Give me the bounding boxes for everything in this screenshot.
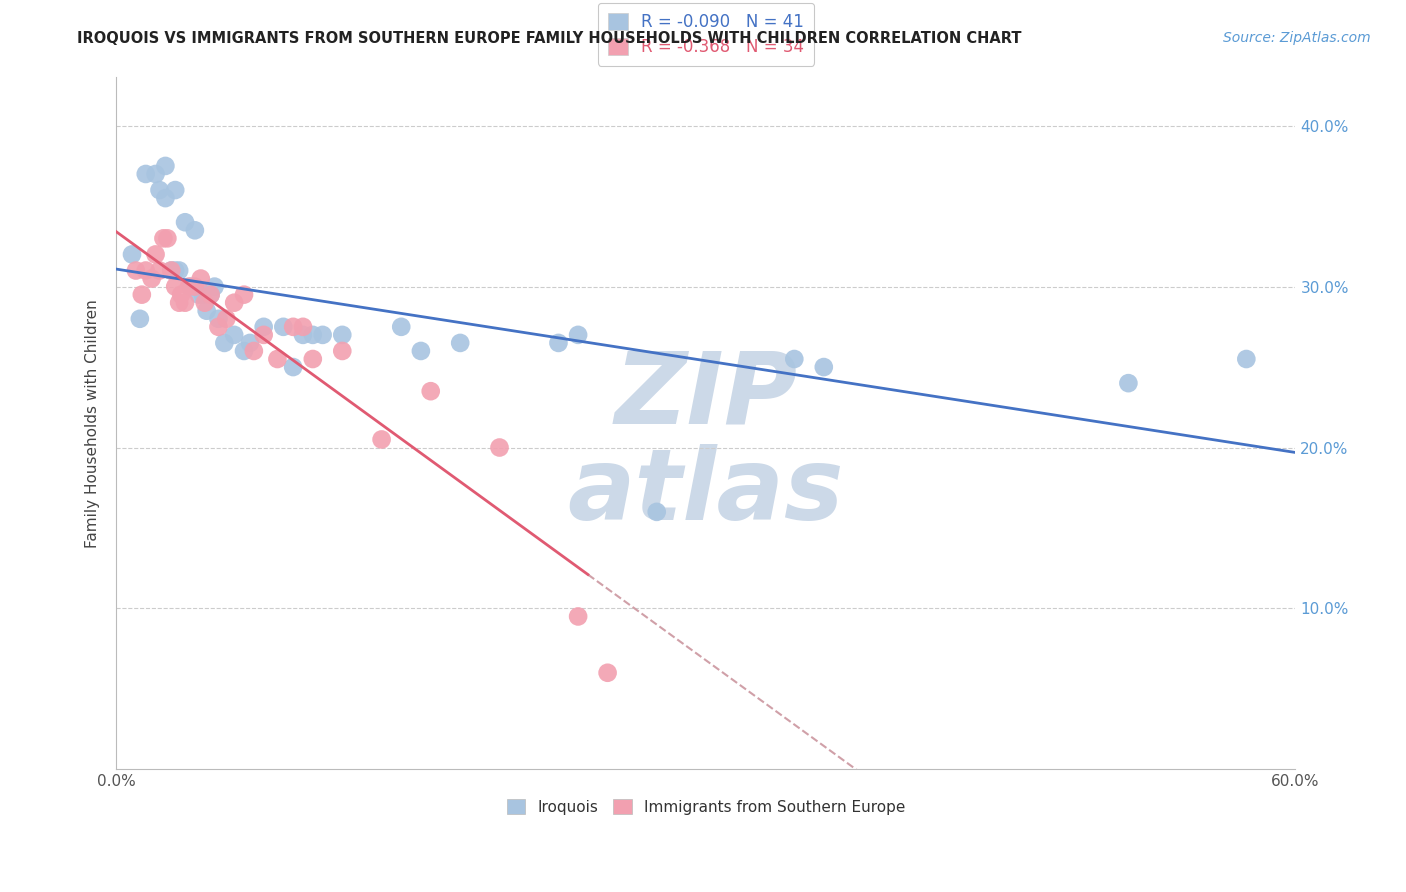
Point	[281, 359, 304, 374]
Legend: Iroquois, Immigrants from Southern Europe: Iroquois, Immigrants from Southern Europ…	[498, 789, 914, 824]
Point	[174, 295, 197, 310]
Point	[330, 327, 353, 342]
Point	[301, 327, 323, 342]
Point	[135, 167, 157, 181]
Point	[419, 384, 441, 399]
Point	[301, 351, 323, 366]
Point	[170, 287, 193, 301]
Point	[165, 263, 187, 277]
Point	[253, 319, 276, 334]
Point	[567, 327, 589, 342]
Point	[547, 335, 569, 350]
Point	[152, 231, 174, 245]
Text: IROQUOIS VS IMMIGRANTS FROM SOUTHERN EUROPE FAMILY HOUSEHOLDS WITH CHILDREN CORR: IROQUOIS VS IMMIGRANTS FROM SOUTHERN EUR…	[77, 31, 1022, 46]
Text: Source: ZipAtlas.com: Source: ZipAtlas.com	[1223, 31, 1371, 45]
Point	[224, 295, 246, 310]
Point	[645, 505, 668, 519]
Point	[239, 335, 262, 350]
Point	[155, 191, 177, 205]
Y-axis label: Family Households with Children: Family Households with Children	[86, 299, 100, 548]
Point	[135, 263, 157, 277]
Point	[1118, 376, 1140, 391]
Point	[253, 327, 276, 342]
Point	[187, 287, 209, 301]
Point	[156, 231, 179, 245]
Point	[155, 159, 177, 173]
Point	[121, 247, 143, 261]
Point	[165, 279, 187, 293]
Point	[167, 295, 190, 310]
Point	[177, 279, 200, 293]
Point	[311, 327, 333, 342]
Point	[128, 311, 150, 326]
Point	[370, 433, 392, 447]
Point	[148, 263, 170, 277]
Point	[145, 247, 167, 261]
Point	[165, 183, 187, 197]
Point	[174, 215, 197, 229]
Point	[291, 327, 314, 342]
Point	[291, 319, 314, 334]
Point	[184, 279, 207, 293]
Point	[273, 319, 295, 334]
Point	[167, 263, 190, 277]
Point	[125, 263, 148, 277]
Point	[207, 311, 229, 326]
Point	[215, 311, 238, 326]
Point	[200, 287, 222, 301]
Point	[567, 609, 589, 624]
Point	[194, 295, 217, 310]
Point	[1234, 351, 1257, 366]
Point	[204, 279, 226, 293]
Point	[207, 319, 229, 334]
Point	[488, 441, 510, 455]
Point	[449, 335, 471, 350]
Point	[160, 263, 183, 277]
Point	[281, 319, 304, 334]
Point	[783, 351, 806, 366]
Point	[233, 343, 256, 358]
Point	[131, 287, 153, 301]
Point	[330, 343, 353, 358]
Point	[224, 327, 246, 342]
Point	[191, 287, 214, 301]
Point	[200, 287, 222, 301]
Point	[596, 665, 619, 680]
Point	[409, 343, 432, 358]
Point	[190, 271, 212, 285]
Point	[389, 319, 412, 334]
Point	[266, 351, 288, 366]
Point	[184, 223, 207, 237]
Point	[214, 335, 236, 350]
Point	[233, 287, 256, 301]
Point	[145, 167, 167, 181]
Point	[160, 263, 183, 277]
Point	[148, 183, 170, 197]
Point	[141, 271, 163, 285]
Point	[243, 343, 266, 358]
Point	[195, 303, 218, 318]
Text: atlas: atlas	[568, 444, 844, 541]
Text: ZIP: ZIP	[614, 347, 797, 444]
Point	[813, 359, 835, 374]
Point	[180, 279, 202, 293]
